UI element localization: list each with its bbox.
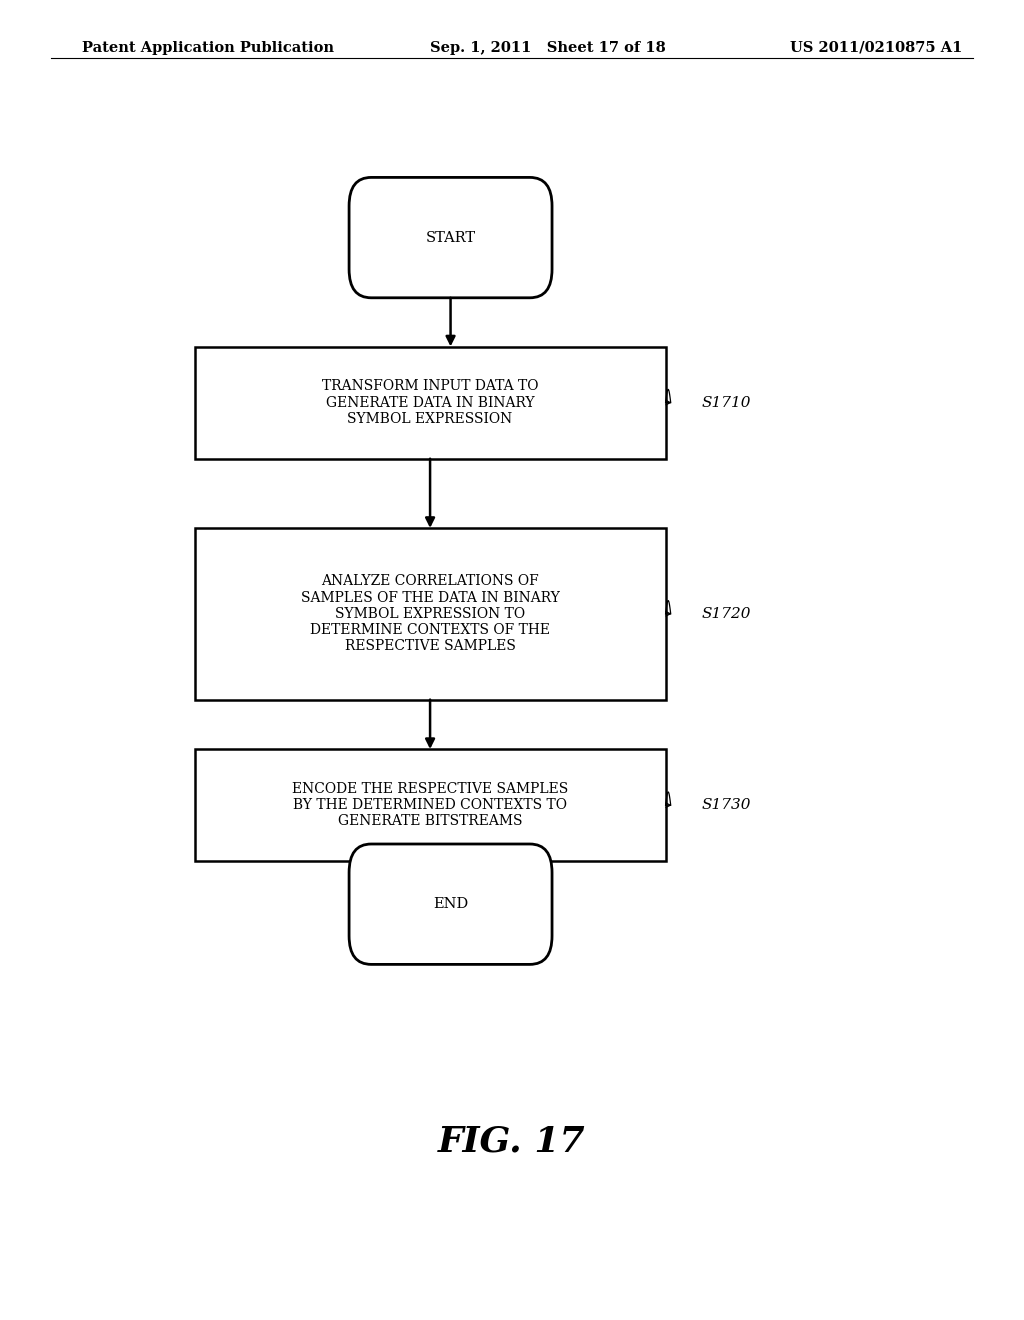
FancyBboxPatch shape (195, 748, 666, 861)
Text: S1710: S1710 (701, 396, 751, 409)
Text: TRANSFORM INPUT DATA TO
GENERATE DATA IN BINARY
SYMBOL EXPRESSION: TRANSFORM INPUT DATA TO GENERATE DATA IN… (322, 379, 539, 426)
FancyBboxPatch shape (195, 347, 666, 459)
Text: ENCODE THE RESPECTIVE SAMPLES
BY THE DETERMINED CONTEXTS TO
GENERATE BITSTREAMS: ENCODE THE RESPECTIVE SAMPLES BY THE DET… (292, 781, 568, 829)
Text: ANALYZE CORRELATIONS OF
SAMPLES OF THE DATA IN BINARY
SYMBOL EXPRESSION TO
DETER: ANALYZE CORRELATIONS OF SAMPLES OF THE D… (301, 574, 559, 653)
Text: END: END (433, 898, 468, 911)
Text: US 2011/0210875 A1: US 2011/0210875 A1 (791, 41, 963, 54)
Text: S1730: S1730 (701, 799, 751, 812)
FancyBboxPatch shape (349, 177, 552, 298)
Text: Patent Application Publication: Patent Application Publication (82, 41, 334, 54)
Text: FIG. 17: FIG. 17 (438, 1125, 586, 1159)
Text: Sep. 1, 2011   Sheet 17 of 18: Sep. 1, 2011 Sheet 17 of 18 (430, 41, 666, 54)
Text: S1720: S1720 (701, 607, 751, 620)
FancyBboxPatch shape (195, 528, 666, 700)
FancyBboxPatch shape (349, 843, 552, 965)
Text: START: START (426, 231, 475, 244)
